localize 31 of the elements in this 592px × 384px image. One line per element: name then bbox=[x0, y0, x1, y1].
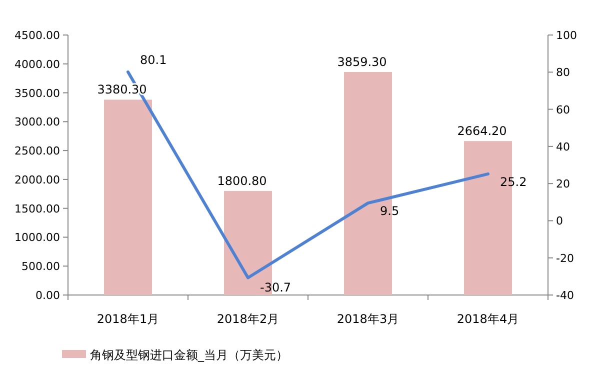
x-tick-label: 2018年2月 bbox=[216, 312, 280, 326]
y-tick-label: 0.00 bbox=[36, 289, 60, 302]
y-tick-label: 4500.00 bbox=[14, 29, 60, 42]
x-tick-label: 2018年3月 bbox=[336, 312, 400, 326]
data-label: 80.1 bbox=[140, 52, 167, 67]
x-tick-label: 2018年1月 bbox=[96, 312, 160, 326]
y2-tick-label: 100 bbox=[556, 29, 577, 42]
x-tick-label: 2018年4月 bbox=[456, 312, 520, 326]
data-label: 25.2 bbox=[500, 174, 527, 189]
y-tick-label: 500.00 bbox=[22, 260, 60, 274]
y2-tick-label: 20 bbox=[556, 178, 570, 191]
y-tick-label: 1500.00 bbox=[14, 202, 60, 216]
bar bbox=[104, 100, 152, 295]
y-tick-label: 1000.00 bbox=[14, 231, 60, 244]
legend-label: 角钢及型钢进口金额_当月（万美元） bbox=[90, 348, 288, 362]
y-tick-label: 3500.00 bbox=[14, 86, 60, 100]
y-tick-label: 2500.00 bbox=[14, 144, 60, 158]
y-tick-label: 3000.00 bbox=[14, 116, 60, 129]
y-tick-label: 4000.00 bbox=[14, 58, 60, 71]
data-label: 3859.30 bbox=[337, 55, 387, 70]
data-label: 2664.20 bbox=[457, 124, 507, 138]
data-label: 9.5 bbox=[380, 204, 400, 218]
y2-tick-label: 60 bbox=[556, 103, 570, 116]
y-tick-label: 2000.00 bbox=[14, 173, 60, 186]
data-label: -30.7 bbox=[260, 280, 292, 295]
data-label: 1800.80 bbox=[217, 174, 267, 188]
y2-tick-label: -20 bbox=[556, 252, 574, 265]
y2-tick-label: 80 bbox=[556, 66, 570, 80]
y2-tick-label: 0 bbox=[556, 214, 563, 228]
y2-tick-label: 40 bbox=[556, 140, 570, 154]
y2-tick-label: -40 bbox=[556, 289, 574, 302]
